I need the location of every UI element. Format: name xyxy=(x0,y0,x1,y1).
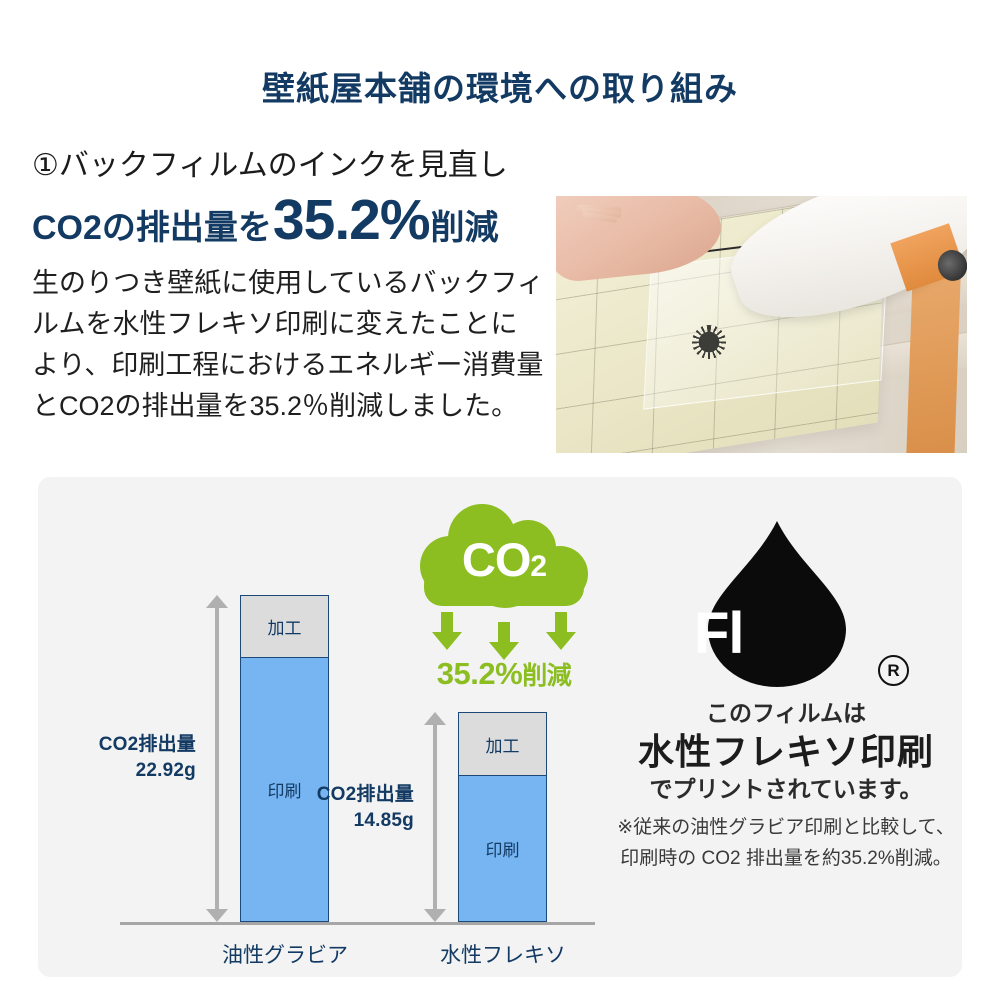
registered-trademark-icon: R xyxy=(878,655,909,686)
photo-orange-edge xyxy=(906,267,962,453)
value-label-amount: 14.85g xyxy=(353,809,414,831)
headline-prefix: CO2の排出量を xyxy=(32,209,272,247)
flexo-brand-block: Flexo R このフィルムは 水性フレキソ印刷 でプリントされています。 ※従… xyxy=(610,477,962,977)
value-label-amount: 22.92g xyxy=(135,759,196,781)
bar-segment-processing: 加工 xyxy=(459,713,546,776)
bar-flexo: 加工 印刷 xyxy=(458,712,547,922)
bar-gravure: 加工 印刷 xyxy=(240,595,329,922)
arrow-head-down-icon xyxy=(432,632,462,650)
bar-segment-printing: 印刷 xyxy=(241,658,328,921)
flexo-footnote-line2: 印刷時の CO2 排出量を約35.2%削減。 xyxy=(620,848,952,870)
flexo-wordmark-light: Fl xyxy=(694,601,745,666)
reduction-value: 35.2% xyxy=(436,656,523,691)
arrow-shaft xyxy=(441,612,453,634)
value-label-flexo: CO2排出量 14.85g xyxy=(276,782,414,833)
co2-text: CO xyxy=(461,533,531,586)
flexo-footnote: ※従来の油性グラビア印刷と比較して、 印刷時の CO2 排出量を約35.2%削減… xyxy=(610,812,962,875)
cloud-co2-label: CO2 xyxy=(410,532,598,587)
flexo-wordmark: Flexo xyxy=(694,605,841,663)
infographic-panel: 加工 印刷 CO2排出量 22.92g 油性グラビア 加工 印刷 CO2排出量 … xyxy=(38,477,962,977)
arrow-head-down-icon xyxy=(489,642,519,660)
bar-segment-processing: 加工 xyxy=(241,596,328,658)
value-label-title: CO2排出量 xyxy=(98,734,196,755)
bar-segment-printing: 印刷 xyxy=(459,776,546,921)
flexo-wordmark-dark: exo xyxy=(743,601,842,666)
arrow-shaft xyxy=(498,622,510,644)
flexo-caption-line1: このフィルムは xyxy=(705,700,867,726)
arrow-head-up-icon xyxy=(206,595,228,608)
reduction-unit: 削減 xyxy=(522,662,572,690)
co2-subscript: 2 xyxy=(530,550,547,583)
ink-droplet-icon xyxy=(672,519,882,687)
co2-bar-chart: 加工 印刷 CO2排出量 22.92g 油性グラビア 加工 印刷 CO2排出量 … xyxy=(38,477,598,977)
x-axis-label-flexo: 水性フレキソ xyxy=(440,944,566,967)
headline-suffix: 削減 xyxy=(430,209,499,247)
flexo-caption-line3: でプリントされています。 xyxy=(649,776,923,802)
value-label-title: CO2排出量 xyxy=(316,784,414,805)
down-arrows-group xyxy=(410,612,598,660)
chart-baseline xyxy=(120,922,595,925)
intro-body-text: 生のりつき壁紙に使用しているバックフィルムを水性フレキソ印刷に変えたことにより、… xyxy=(32,268,544,422)
intro-headline: CO2の排出量を 35.2% 削減 xyxy=(32,192,544,249)
arrow-shaft xyxy=(433,721,437,913)
total-height-arrow-flexo xyxy=(424,712,446,922)
backfilm-photo xyxy=(556,196,967,453)
headline-percent: 35.2% xyxy=(272,188,431,252)
intro-block: ①バックフィルムのインクを見直し CO2の排出量を 35.2% 削減 生のりつき… xyxy=(32,148,544,427)
arrow-head-down-icon xyxy=(546,632,576,650)
flexo-footnote-line1: ※従来の油性グラビア印刷と比較して、 xyxy=(617,817,955,838)
photo-logo-stamp xyxy=(691,324,726,359)
value-label-gravure: CO2排出量 22.92g xyxy=(58,732,196,783)
arrow-head-down-icon xyxy=(424,909,446,922)
intro-subheading: ①バックフィルムのインクを見直し xyxy=(32,149,508,182)
arrow-shaft xyxy=(555,612,567,634)
flexo-caption-headline: 水性フレキソ印刷 xyxy=(637,731,934,772)
total-height-arrow-gravure xyxy=(206,595,228,922)
arrow-head-down-icon xyxy=(206,909,228,922)
x-axis-label-gravure: 油性グラビア xyxy=(222,944,348,967)
arrow-shaft xyxy=(215,604,219,913)
co2-reduction-graphic: CO2 35.2%削減 xyxy=(410,504,598,694)
page-title: 壁紙屋本舗の環境への取り組み xyxy=(262,70,738,107)
reduction-callout: 35.2%削減 xyxy=(402,656,606,692)
arrow-head-up-icon xyxy=(424,712,446,725)
cloud-icon xyxy=(410,504,598,626)
